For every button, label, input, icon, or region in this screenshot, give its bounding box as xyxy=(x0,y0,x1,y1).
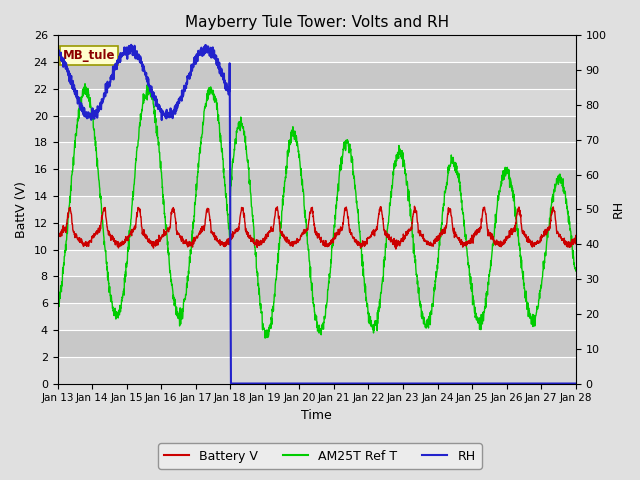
Bar xyxy=(58,223,576,250)
Bar xyxy=(58,196,576,223)
Bar xyxy=(58,169,576,196)
Y-axis label: RH: RH xyxy=(612,200,625,218)
Bar xyxy=(58,330,576,357)
Y-axis label: BattV (V): BattV (V) xyxy=(15,181,28,238)
Bar xyxy=(58,250,576,276)
Bar xyxy=(58,89,576,116)
Bar xyxy=(58,116,576,143)
Title: Mayberry Tule Tower: Volts and RH: Mayberry Tule Tower: Volts and RH xyxy=(184,15,449,30)
Bar xyxy=(58,303,576,330)
Bar xyxy=(58,357,576,384)
Legend: Battery V, AM25T Ref T, RH: Battery V, AM25T Ref T, RH xyxy=(158,444,482,469)
Bar xyxy=(58,36,576,62)
X-axis label: Time: Time xyxy=(301,409,332,422)
Bar xyxy=(58,143,576,169)
Bar xyxy=(58,62,576,89)
Text: MB_tule: MB_tule xyxy=(63,49,115,62)
Bar xyxy=(58,276,576,303)
